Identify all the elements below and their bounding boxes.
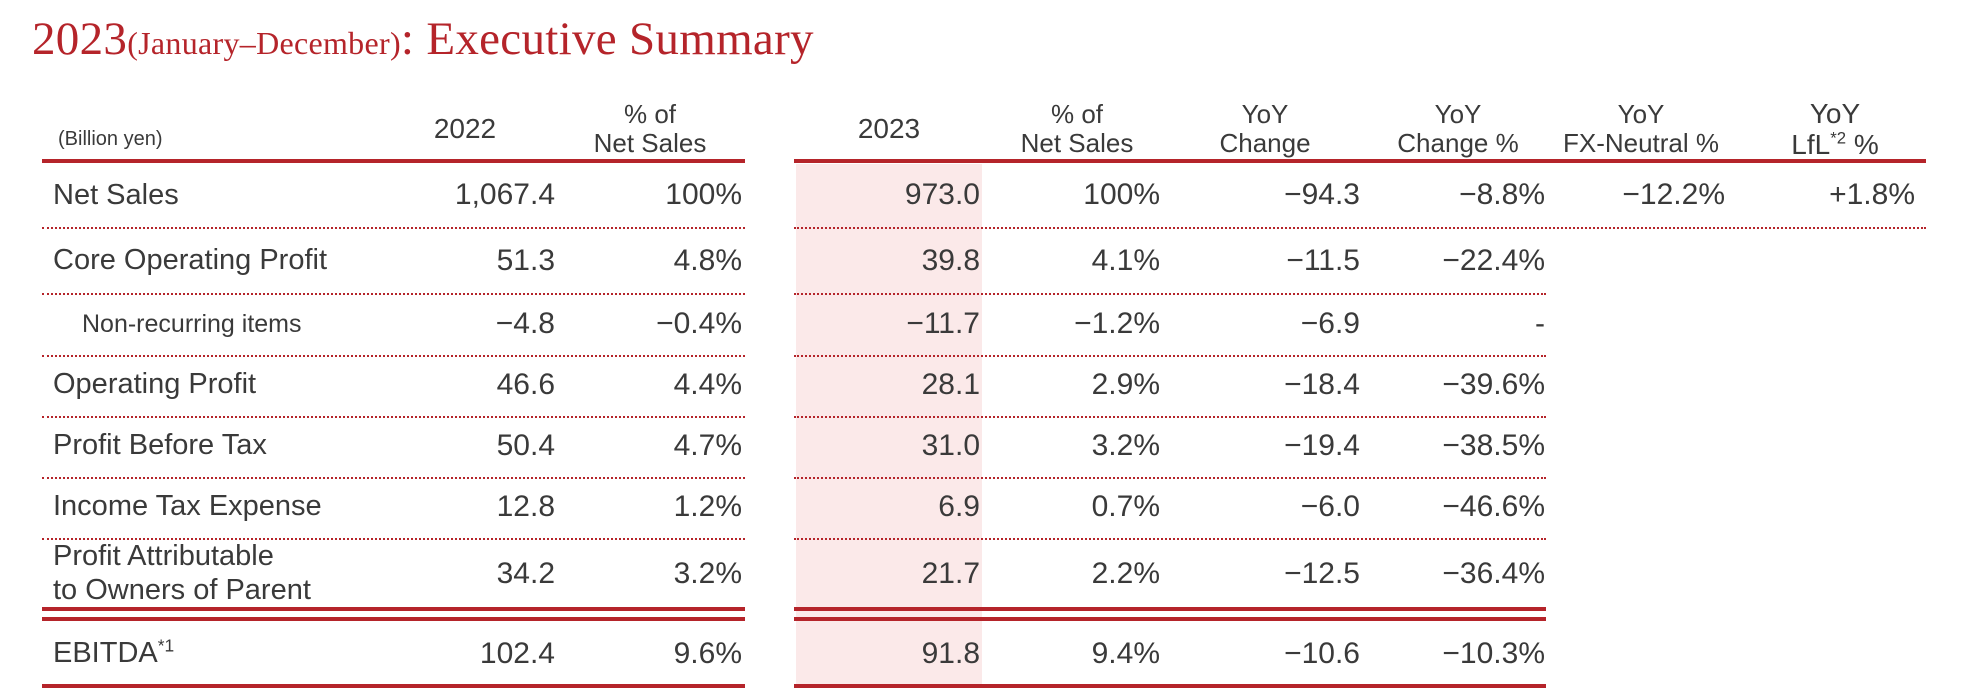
pct-2022: 4.7% [673, 429, 742, 462]
pct-2023: 0.7% [1091, 490, 1160, 523]
yoy-change: −10.6 [1284, 637, 1360, 670]
yoy-change-pct: - [1535, 307, 1545, 340]
yoy-change-pct: −39.6% [1442, 368, 1545, 401]
header-rule-left [42, 159, 745, 163]
double-rule-right-top [794, 607, 1546, 611]
header-pct-2023: % of Net Sales [1020, 99, 1134, 158]
pct-2022: −0.4% [656, 307, 742, 340]
row-label: Non-recurring items [82, 310, 302, 338]
row-divider [794, 416, 1546, 418]
highlight-2023-column [796, 164, 982, 686]
title-year: 2023 [32, 13, 128, 65]
yoy-change: −19.4 [1284, 429, 1360, 462]
header-2022: 2022 [433, 113, 497, 144]
value-2022: 46.6 [496, 368, 555, 401]
value-2022: 12.8 [496, 490, 555, 523]
yoy-change-pct: −10.3% [1442, 637, 1545, 670]
row-divider [794, 477, 1546, 479]
pct-2022: 4.4% [673, 368, 742, 401]
pct-2022: 1.2% [673, 490, 742, 523]
row-divider [42, 355, 745, 357]
row-label: Operating Profit [53, 368, 257, 400]
row-divider [794, 227, 1926, 229]
value-2023: 91.8 [921, 637, 980, 670]
pct-2022: 9.6% [673, 637, 742, 670]
value-2023: 31.0 [921, 429, 980, 462]
header-yoy-fx-neutral: YoY FX-Neutral % [1562, 99, 1720, 158]
value-2023: −11.7 [906, 307, 980, 340]
pct-2022: 4.8% [673, 244, 742, 277]
yoy-change: −6.9 [1300, 307, 1360, 340]
row-label: Core Operating Profit [53, 244, 328, 276]
yoy-change: −11.5 [1286, 244, 1360, 277]
row-divider [42, 416, 745, 418]
yoy-change: −6.0 [1300, 490, 1360, 523]
pct-2023: 3.2% [1091, 429, 1160, 462]
row-divider [794, 293, 1546, 295]
double-rule-left-bottom [42, 617, 745, 621]
header-yoy-change: YoY Change [1219, 99, 1311, 158]
row-divider [42, 227, 745, 229]
pct-2023: 2.2% [1091, 557, 1160, 590]
pct-2022: 100% [665, 178, 742, 211]
yoy-change: −12.5 [1284, 557, 1360, 590]
header-rule-right [794, 159, 1926, 163]
value-2022: −4.8 [495, 307, 555, 340]
yoy-lfl: +1.8% [1829, 178, 1915, 211]
yoy-change-pct: −22.4% [1442, 244, 1545, 277]
header-yoy-change-pct: YoY Change % [1397, 99, 1519, 158]
yoy-fx-neutral: −12.2% [1622, 178, 1725, 211]
header-yoy-lfl: YoY LfL*2 % [1791, 98, 1879, 160]
double-rule-right-bottom [794, 617, 1546, 621]
yoy-change: −94.3 [1284, 178, 1360, 211]
double-rule-left-top [42, 607, 745, 611]
pct-2023: 2.9% [1091, 368, 1160, 401]
yoy-change-pct: −8.8% [1459, 178, 1545, 211]
value-2023: 21.7 [921, 557, 980, 590]
header-pct-2022: % of Net Sales [593, 99, 707, 158]
header-2023: 2023 [857, 113, 921, 144]
row-divider [794, 355, 1546, 357]
unit-label: (Billion yen) [58, 128, 163, 150]
pct-2022: 3.2% [673, 557, 742, 590]
pct-2023: 100% [1083, 178, 1160, 211]
title-heading: : Executive Summary [400, 13, 814, 65]
page-title: 2023(January–December): Executive Summar… [32, 12, 814, 66]
row-label: Profit Attributable to Owners of Parent [53, 540, 311, 606]
pct-2023: −1.2% [1074, 307, 1160, 340]
bottom-rule-right [794, 684, 1546, 688]
row-divider [42, 477, 745, 479]
row-label: EBITDA*1 [53, 635, 175, 669]
title-period: (January–December) [127, 25, 401, 61]
value-2023: 6.9 [938, 490, 980, 523]
value-2022: 50.4 [496, 429, 555, 462]
pct-2023: 4.1% [1091, 244, 1160, 277]
pct-2023: 9.4% [1091, 637, 1160, 670]
value-2022: 1,067.4 [454, 178, 555, 211]
bottom-rule-left [42, 684, 745, 688]
yoy-change-pct: −46.6% [1442, 490, 1545, 523]
row-label: Income Tax Expense [53, 490, 322, 522]
row-label: Net Sales [53, 179, 179, 211]
yoy-change: −18.4 [1284, 368, 1360, 401]
value-2022: 102.4 [479, 637, 555, 670]
value-2023: 39.8 [921, 244, 980, 277]
value-2023: 973.0 [904, 178, 980, 211]
value-2023: 28.1 [921, 368, 980, 401]
row-label: Profit Before Tax [53, 429, 267, 461]
yoy-change-pct: −36.4% [1442, 557, 1545, 590]
value-2022: 51.3 [496, 244, 555, 277]
row-divider [42, 293, 745, 295]
value-2022: 34.2 [496, 557, 555, 590]
yoy-change-pct: −38.5% [1442, 429, 1545, 462]
row-divider [794, 538, 1546, 540]
row-divider [42, 538, 745, 540]
